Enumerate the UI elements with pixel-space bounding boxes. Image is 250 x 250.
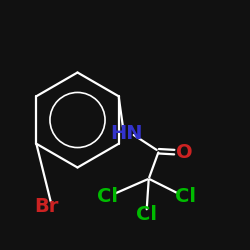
- Text: Br: Br: [34, 197, 58, 216]
- Text: Cl: Cl: [174, 187, 196, 206]
- Text: Cl: Cl: [97, 187, 118, 206]
- Text: Cl: Cl: [136, 206, 157, 225]
- Text: HN: HN: [110, 124, 142, 143]
- Text: O: O: [176, 143, 192, 162]
